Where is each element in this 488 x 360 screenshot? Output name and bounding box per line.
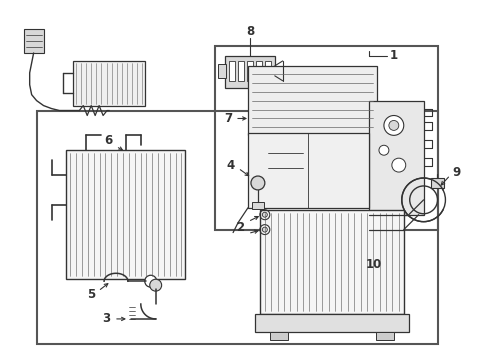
Bar <box>254 314 408 332</box>
Text: 2: 2 <box>236 221 244 234</box>
Text: 9: 9 <box>451 166 460 179</box>
Bar <box>247 133 368 208</box>
Text: 3: 3 <box>102 312 110 325</box>
Bar <box>238 61 244 81</box>
Bar <box>251 202 264 209</box>
Circle shape <box>144 275 156 287</box>
Text: 6: 6 <box>104 134 112 147</box>
Bar <box>246 61 252 81</box>
Bar <box>215 46 438 230</box>
Circle shape <box>262 212 267 217</box>
Bar <box>66 150 185 279</box>
Bar <box>264 61 270 81</box>
Text: 10: 10 <box>365 258 381 271</box>
Circle shape <box>378 145 388 155</box>
Bar <box>218 64 225 78</box>
Bar <box>368 100 423 215</box>
Bar <box>37 111 438 344</box>
Bar <box>259 210 403 314</box>
Circle shape <box>383 116 403 135</box>
Circle shape <box>250 176 264 190</box>
Bar <box>375 332 393 340</box>
Circle shape <box>262 227 267 232</box>
Bar <box>269 332 287 340</box>
Text: 7: 7 <box>224 112 232 125</box>
Text: 4: 4 <box>225 159 234 172</box>
Bar <box>73 61 144 105</box>
Bar <box>24 29 43 53</box>
Text: 5: 5 <box>87 288 95 301</box>
Circle shape <box>388 121 398 130</box>
Bar <box>255 61 262 81</box>
Text: 1: 1 <box>389 49 397 63</box>
Circle shape <box>149 279 162 291</box>
Bar <box>247 66 376 135</box>
Circle shape <box>391 158 405 172</box>
Bar <box>429 178 444 188</box>
Text: 8: 8 <box>245 24 254 38</box>
Bar <box>224 56 274 88</box>
Bar <box>229 61 235 81</box>
